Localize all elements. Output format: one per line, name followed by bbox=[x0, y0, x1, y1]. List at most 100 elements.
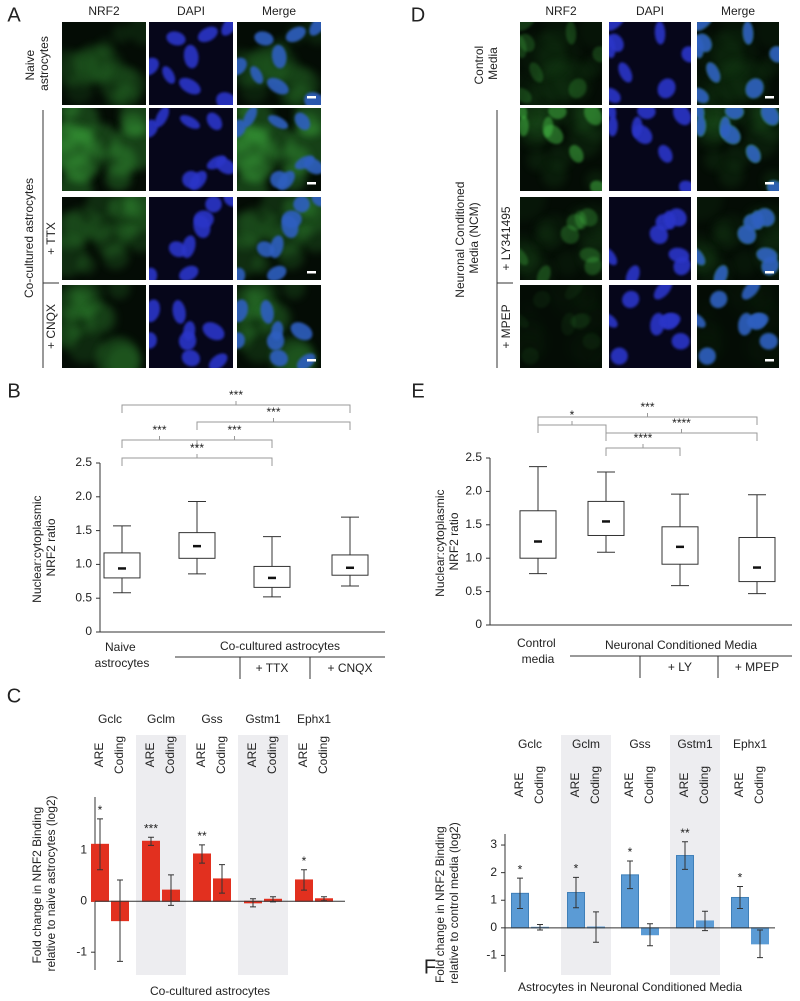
panel-letter: E bbox=[411, 380, 424, 402]
nucleus bbox=[294, 112, 311, 131]
group-label: Co-cultured astrocytes bbox=[220, 639, 340, 653]
nucleus bbox=[181, 349, 201, 367]
green-nucleus bbox=[520, 108, 528, 119]
green-signal bbox=[533, 218, 555, 241]
text-line: Nuclear:cytoplasmic bbox=[433, 486, 447, 597]
micrograph bbox=[237, 285, 321, 368]
significance-bracket bbox=[121, 401, 351, 413]
significance-label: * bbox=[98, 803, 103, 817]
green-signal bbox=[526, 86, 556, 105]
significance-label: **** bbox=[672, 416, 691, 430]
error-bar bbox=[199, 844, 205, 864]
significance-bracket bbox=[537, 413, 758, 425]
error-bar bbox=[321, 896, 327, 902]
nucleus bbox=[221, 22, 233, 36]
scale-bar bbox=[765, 182, 774, 185]
text-line: relative to naive astrocytes (log2) bbox=[44, 795, 58, 971]
green-signal bbox=[520, 197, 547, 221]
micrograph bbox=[520, 285, 608, 369]
nucleus bbox=[205, 197, 222, 213]
whisker-high bbox=[597, 471, 615, 502]
error-bar bbox=[117, 879, 123, 962]
green-signal bbox=[62, 50, 98, 88]
nucleus bbox=[179, 265, 199, 280]
nucleus bbox=[609, 116, 618, 137]
series-label: Coding bbox=[112, 736, 126, 774]
micrograph bbox=[697, 22, 779, 105]
text-line: Media (NCM) bbox=[467, 202, 481, 273]
green-signal bbox=[237, 132, 280, 180]
box bbox=[519, 510, 557, 559]
nucleus bbox=[609, 313, 618, 328]
series-label: Coding bbox=[316, 736, 330, 774]
nucleus bbox=[149, 57, 159, 76]
green-signal bbox=[710, 218, 732, 241]
green-nucleus bbox=[592, 46, 602, 63]
green-signal bbox=[128, 22, 146, 46]
series-label: ARE bbox=[92, 743, 106, 768]
micrograph bbox=[149, 285, 233, 368]
error-bar bbox=[148, 836, 154, 846]
nucleus bbox=[168, 241, 187, 258]
text-line: relative to control media (log2) bbox=[447, 822, 461, 983]
green-nucleus bbox=[560, 225, 579, 244]
green-signal bbox=[527, 149, 548, 171]
group-label: Co-cultured astrocytes bbox=[22, 178, 36, 298]
green-signal bbox=[83, 301, 118, 336]
nucleus bbox=[178, 77, 201, 95]
error-bar bbox=[593, 911, 599, 943]
whisker-low bbox=[597, 535, 615, 553]
series-label: ARE bbox=[568, 773, 582, 798]
y-tick-label: 2 bbox=[490, 865, 497, 879]
y-axis-label: Nuclear:cytoplasmic NRF2 ratio bbox=[30, 492, 58, 603]
nucleus bbox=[242, 108, 258, 128]
green-signal bbox=[95, 338, 141, 368]
green-signal bbox=[77, 256, 96, 275]
column-header: Merge bbox=[262, 4, 296, 18]
green-nucleus bbox=[533, 290, 551, 309]
nucleus bbox=[697, 313, 706, 328]
micrograph bbox=[237, 108, 321, 191]
significance-bracket bbox=[121, 454, 273, 466]
text-line: Naive bbox=[105, 640, 139, 654]
category-label: Gclm bbox=[147, 712, 175, 726]
nucleus bbox=[697, 33, 712, 53]
nucleus bbox=[206, 112, 223, 131]
text-line: Control bbox=[472, 42, 486, 84]
significance-label: *** bbox=[227, 423, 241, 437]
green-signal bbox=[66, 327, 103, 364]
nucleus bbox=[193, 215, 211, 239]
y-tick-label: -1 bbox=[486, 948, 497, 962]
nucleus bbox=[741, 285, 761, 300]
series-label: Coding bbox=[265, 736, 279, 774]
text-line: astrocytes bbox=[95, 656, 150, 670]
green-nucleus bbox=[520, 116, 529, 137]
x-tick-label: + MPEP bbox=[735, 660, 779, 674]
nucleus bbox=[270, 170, 289, 189]
y-tick-label: 1 bbox=[490, 892, 497, 906]
nucleus bbox=[672, 108, 691, 126]
green-nucleus bbox=[521, 347, 539, 365]
nucleus bbox=[751, 210, 764, 230]
green-nucleus bbox=[520, 313, 529, 328]
y-tick-label: 2.0 bbox=[465, 484, 482, 498]
green-signal bbox=[589, 350, 608, 369]
nucleus bbox=[609, 87, 621, 104]
panel-letter: F bbox=[424, 956, 436, 978]
micrograph bbox=[520, 22, 602, 105]
nucleus bbox=[296, 353, 316, 368]
green-signal bbox=[697, 197, 724, 221]
nucleus bbox=[271, 44, 287, 69]
nucleus bbox=[710, 290, 728, 309]
highlight-band bbox=[670, 735, 720, 975]
y-tick-label: 0 bbox=[85, 624, 92, 638]
x-axis-label: Co-cultured astrocytes bbox=[150, 984, 270, 998]
whisker-low bbox=[748, 581, 766, 595]
whisker-high bbox=[748, 494, 766, 538]
nucleus bbox=[250, 66, 264, 84]
green-signal bbox=[282, 285, 306, 300]
y-axis-label: Fold change in NRF2 Binding relative to … bbox=[433, 822, 461, 983]
nucleus bbox=[237, 299, 249, 323]
green-signal bbox=[724, 144, 750, 170]
nucleus bbox=[223, 197, 233, 207]
